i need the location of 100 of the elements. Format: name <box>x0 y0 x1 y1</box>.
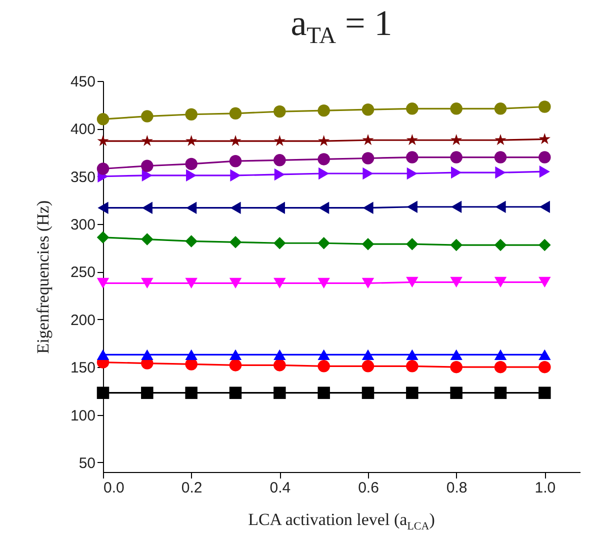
chart-title: a$_{TA}$ = 1 <box>290 2 394 50</box>
point <box>450 360 462 374</box>
point <box>494 238 507 252</box>
point <box>406 102 418 115</box>
point <box>318 202 330 214</box>
point <box>141 160 154 172</box>
point <box>141 110 154 122</box>
y-tick-label: 200 <box>70 312 96 329</box>
point <box>185 235 198 248</box>
y-tick-label: 150 <box>70 360 96 377</box>
point <box>494 349 507 360</box>
point <box>538 276 551 288</box>
point <box>141 278 154 288</box>
point <box>406 386 418 399</box>
point <box>185 158 198 170</box>
point <box>318 278 330 288</box>
point <box>406 349 418 360</box>
point <box>318 167 330 180</box>
point <box>274 154 286 166</box>
point <box>538 238 551 252</box>
y-tick-label: 350 <box>70 168 96 186</box>
point <box>229 236 242 248</box>
point <box>495 200 506 214</box>
point <box>229 349 242 360</box>
point <box>274 134 286 146</box>
point <box>318 360 330 372</box>
x-tick-label: 0.2 <box>181 480 202 496</box>
point <box>141 349 154 360</box>
point <box>406 360 418 372</box>
point <box>406 151 418 164</box>
point <box>274 105 286 118</box>
y-tick-label: 450 <box>70 74 96 90</box>
point <box>230 134 242 146</box>
point <box>450 276 462 288</box>
point <box>494 102 507 115</box>
point <box>538 360 551 374</box>
point <box>318 104 330 117</box>
x-axis-title: LCA activation level (a$_{LCA}$) <box>247 510 436 532</box>
point <box>450 151 462 164</box>
point <box>494 134 506 146</box>
point <box>362 349 374 360</box>
point <box>362 360 374 372</box>
point <box>96 386 110 399</box>
point <box>186 169 197 182</box>
point <box>274 349 286 360</box>
point <box>406 167 418 180</box>
point <box>96 231 110 244</box>
point <box>539 165 550 178</box>
point <box>141 233 154 246</box>
point <box>406 276 418 288</box>
point <box>494 360 507 374</box>
y-tick-label: 250 <box>70 264 96 282</box>
point <box>142 202 152 214</box>
point <box>494 386 507 399</box>
point <box>274 237 286 250</box>
point <box>229 107 242 120</box>
point <box>97 134 109 146</box>
point <box>318 349 330 360</box>
y-tick-label: 300 <box>70 216 96 234</box>
y-tick-label: 400 <box>70 121 96 138</box>
point <box>274 168 285 181</box>
x-tick-label: 0.4 <box>270 480 291 496</box>
point <box>274 359 286 372</box>
point <box>494 151 507 164</box>
point <box>318 134 330 146</box>
x-tick-label: 0.6 <box>358 480 379 496</box>
point <box>141 386 154 399</box>
point <box>362 134 374 146</box>
x-tick-label: 0.8 <box>446 480 468 496</box>
point <box>186 134 198 146</box>
point <box>406 238 418 250</box>
point <box>406 200 418 214</box>
point <box>96 113 110 126</box>
point <box>185 386 198 399</box>
point <box>538 349 551 360</box>
point <box>274 202 285 214</box>
x-tick-label: 0.0 <box>104 480 124 496</box>
point <box>362 238 374 250</box>
point <box>538 386 551 399</box>
point <box>96 278 110 288</box>
point <box>539 200 550 214</box>
point <box>185 278 198 288</box>
point <box>362 202 374 214</box>
point <box>185 108 198 120</box>
point <box>362 278 374 288</box>
point <box>450 102 462 115</box>
point <box>450 238 462 252</box>
point <box>274 386 286 399</box>
point <box>450 134 462 146</box>
y-tick-label: 50 <box>78 454 96 472</box>
point <box>362 386 374 399</box>
point <box>451 166 462 179</box>
point <box>538 133 550 144</box>
point <box>229 278 242 288</box>
y-tick-label: 100 <box>70 407 96 424</box>
point <box>451 200 462 214</box>
point <box>186 202 197 214</box>
point <box>538 100 551 113</box>
point <box>450 386 462 399</box>
point <box>230 202 241 214</box>
